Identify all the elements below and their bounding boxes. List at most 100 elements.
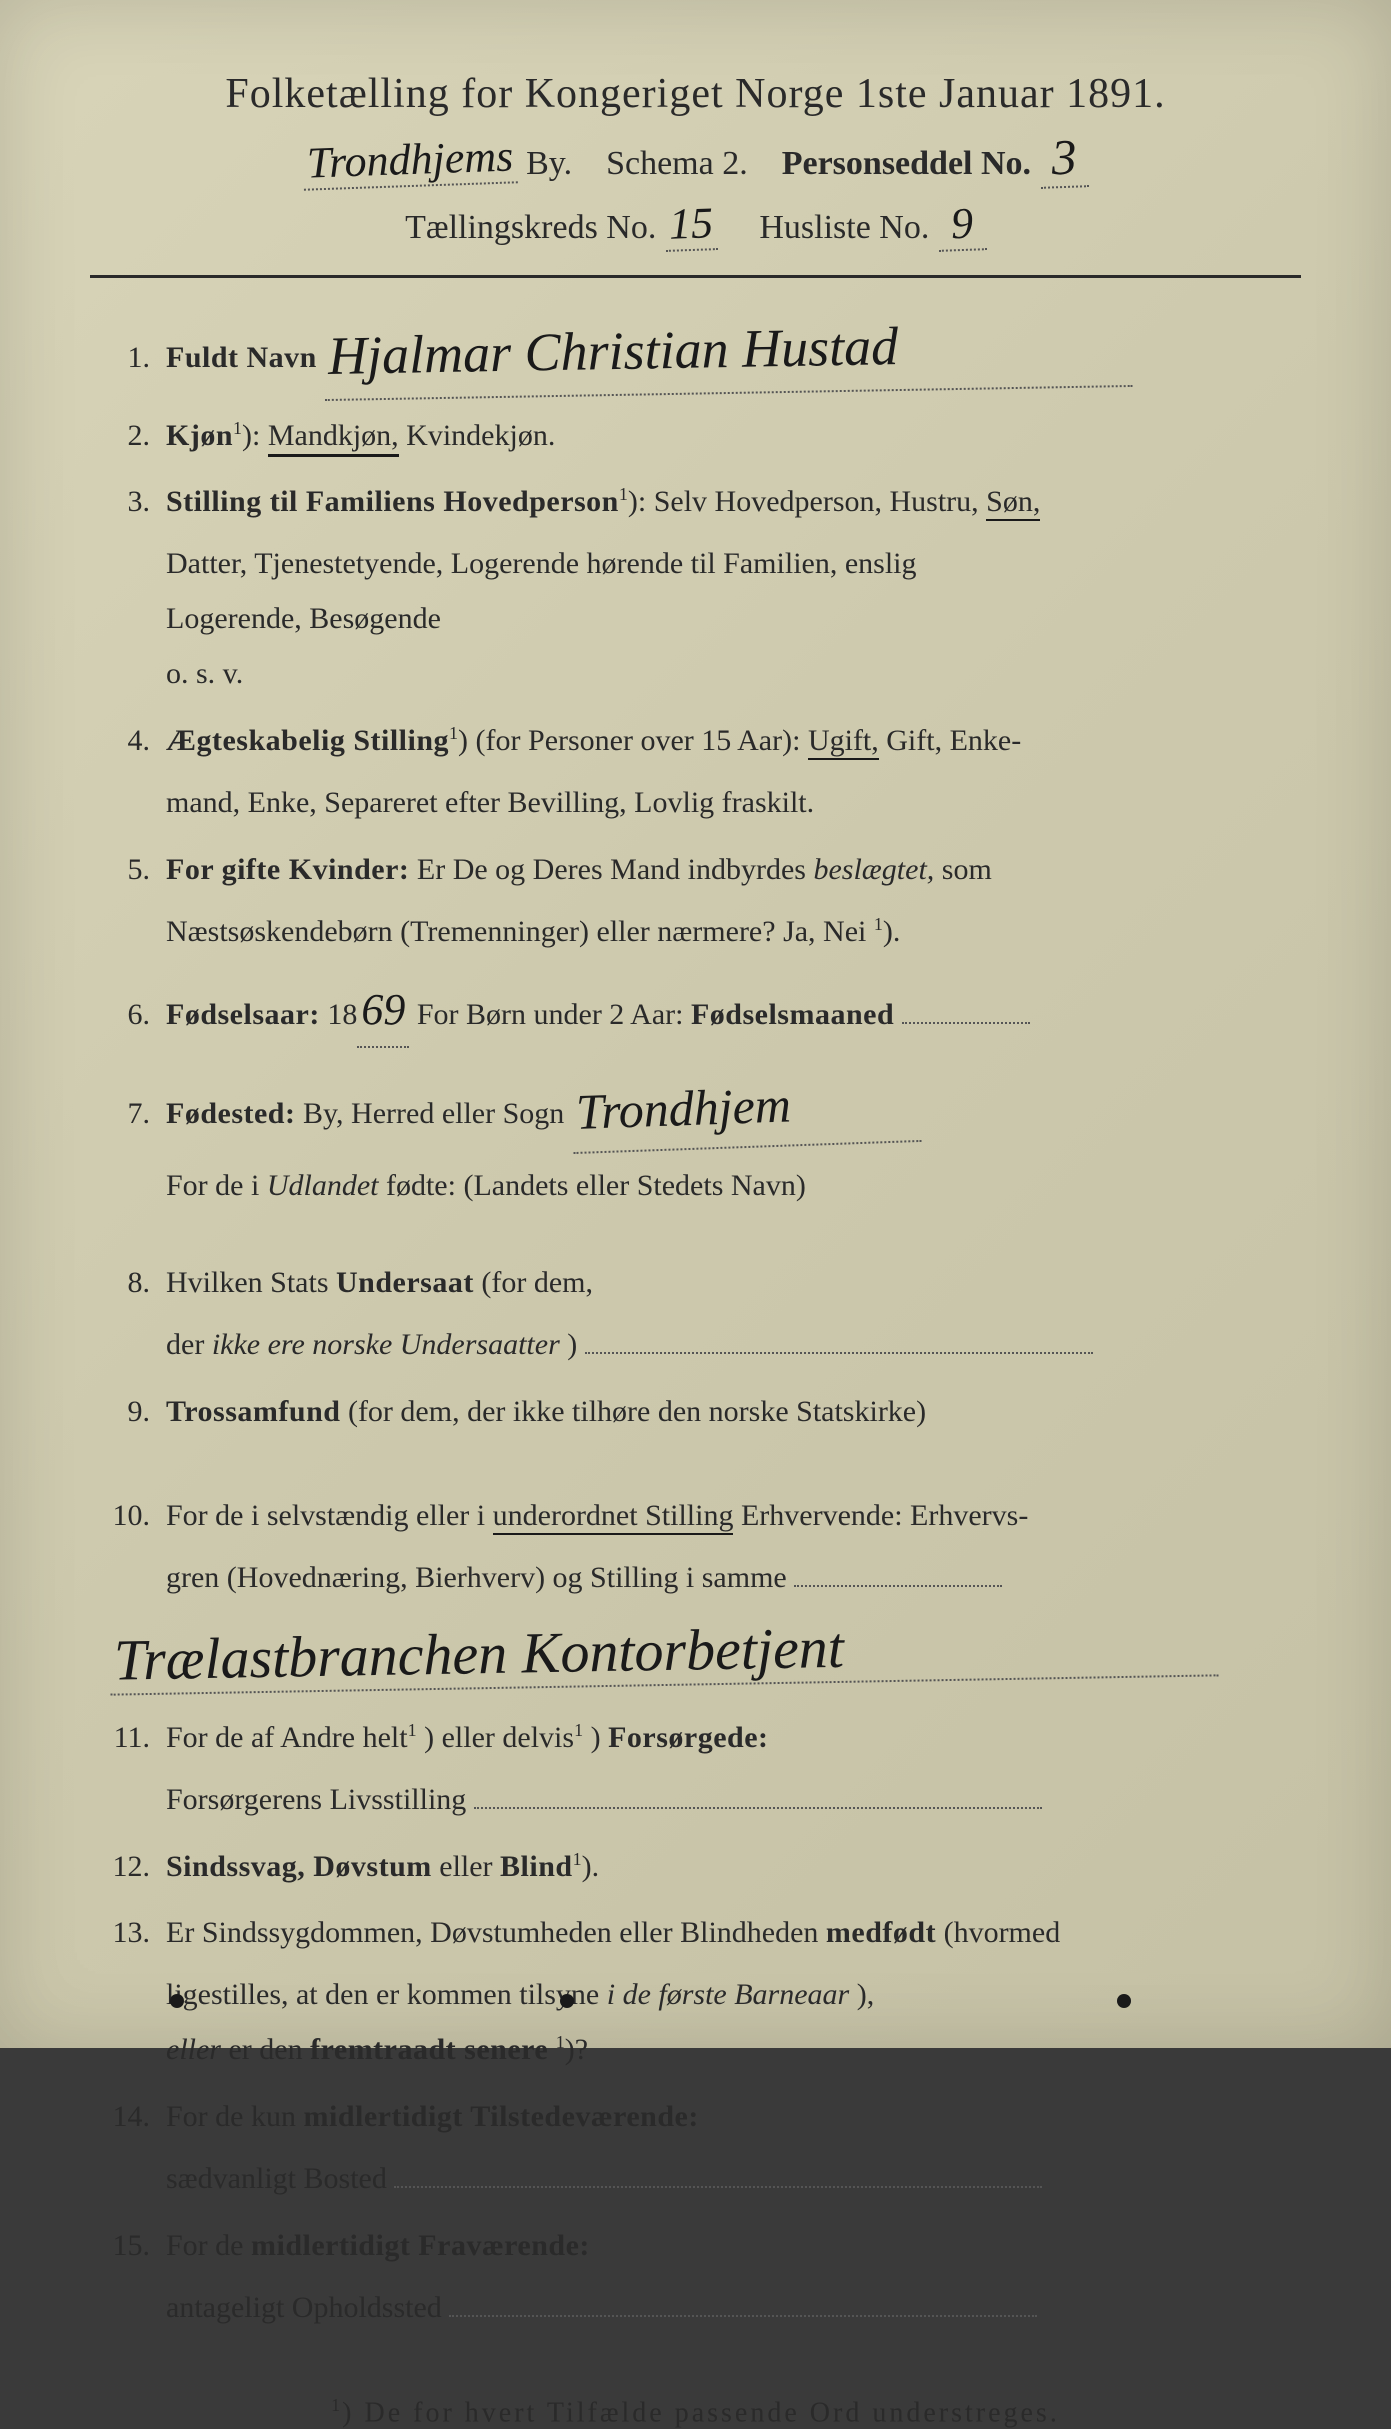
field-8-label: Undersaat [336,1266,474,1299]
field-3-label: Stilling til Familiens Hovedperson [166,485,619,518]
header-rule [90,275,1301,278]
occupation-hw: Trælastbranchen Kontorbetjent [109,1607,1218,1695]
personseddel-label: Personseddel No. [782,145,1031,182]
field-10-text-b: Erhvervende: Erhvervs- [741,1499,1028,1532]
husliste-label: Husliste No. [759,209,929,246]
field-14-bold: midlertidigt Tilstedeværende: [304,2100,699,2133]
field-1-label: Fuldt Navn [166,341,317,374]
field-13-line2: ligestilles, at den er kommen tilsyne i … [166,1969,1301,2020]
field-13-bold-a: medfødt [826,1916,936,1949]
field-15-line2: antageligt Opholdssted [166,2282,1301,2333]
field-5: 5. For gifte Kvinder: Er De og Deres Man… [90,846,1301,894]
punch-hole-right [1117,1994,1131,2008]
form-title: Folketælling for Kongeriget Norge 1ste J… [90,70,1301,118]
birthplace-hw: Trondhjem [570,1060,921,1154]
person-no-hw: 3 [1039,127,1089,189]
field-8-line2: der ikke ere norske Undersaatter ) [166,1319,1301,1370]
field-3-text-a: Selv Hovedperson, Hustru, [654,485,986,518]
field-12-paren: ). [582,1850,600,1883]
field-10-num: 10. [90,1492,166,1540]
field-15: 15. For de midlertidigt Fraværende: [90,2222,1301,2270]
field-12-label-b: Blind [500,1850,573,1883]
kreds-label: Tællingskreds No. [405,209,656,246]
field-14-line2: sædvanligt Bosted [166,2153,1301,2204]
field-11-content: For de af Andre helt1 ) eller delvis1 ) … [166,1714,1301,1762]
field-10-line2-text: gren (Hovednæring, Bierhverv) og Stillin… [166,1561,787,1594]
field-8-line2-i: ikke ere norske Undersaatter [212,1328,560,1361]
field-9: 9. Trossamfund (for dem, der ikke tilhør… [90,1388,1301,1436]
field-7-label: Fødested: [166,1097,295,1130]
field-7: 7. Fødested: By, Herred eller Sogn Trond… [90,1066,1301,1148]
field-4-content: Ægteskabelig Stilling1) (for Personer ov… [166,717,1301,765]
field-10-line2: gren (Hovednæring, Bierhverv) og Stillin… [166,1552,1301,1603]
field-13: 13. Er Sindssygdommen, Døvstumheden elle… [90,1909,1301,1957]
field-13-line3-bold: fremtraadt senere [310,2033,548,2066]
field-3-son: Søn, [986,485,1040,521]
field-11-line2: Forsørgerens Livsstilling [166,1774,1301,1825]
field-11-num: 11. [90,1714,166,1762]
field-3-sup: 1 [619,484,628,504]
kreds-no-hw: 15 [664,197,718,252]
field-9-num: 9. [90,1388,166,1436]
field-3-line3: Logerende, Besøgende [166,593,1301,644]
field-13-content: Er Sindssygdommen, Døvstumheden eller Bl… [166,1909,1301,1957]
field-11: 11. For de af Andre helt1 ) eller delvis… [90,1714,1301,1762]
field-4-text-a: (for Personer over 15 Aar): [476,724,808,757]
field-2-sup: 1 [233,418,242,438]
field-5-line2-text: Næstsøskendebørn (Tremenninger) eller næ… [166,915,874,948]
field-14-blank [394,2186,1042,2188]
field-11-sup2: 1 [574,1720,583,1740]
field-4-line2: mand, Enke, Separeret efter Bevilling, L… [166,777,1301,828]
field-5-content: For gifte Kvinder: Er De og Deres Mand i… [166,846,1301,894]
schema-label: Schema 2. [606,145,748,182]
birth-month-blank [902,1022,1030,1024]
field-1: 1. Fuldt Navn Hjalmar Christian Hustad [90,306,1301,394]
field-12-text-a: eller [439,1850,500,1883]
sex-male-underlined: Mandkjøn, [268,419,399,457]
field-1-num: 1. [90,334,166,382]
field-7-content: Fødested: By, Herred eller Sogn Trondhje… [166,1066,1301,1148]
field-7-line2: For de i Udlandet fødte: (Landets eller … [166,1160,1301,1211]
field-4-label: Ægteskabelig Stilling [166,724,449,757]
field-7-num: 7. [90,1090,166,1138]
field-12-label: Sindssvag, Døvstum [166,1850,432,1883]
full-name-hw: Hjalmar Christian Hustad [324,299,1133,401]
field-5-italic: beslægtet, [813,853,934,886]
field-9-text: (for dem, der ikke tilhøre den norske St… [348,1395,926,1428]
field-13-text-a: Er Sindssygdommen, Døvstumheden eller Bl… [166,1916,826,1949]
field-11-text-b: ) eller delvis [424,1721,574,1754]
field-8-text-a: Hvilken Stats [166,1266,336,1299]
punch-hole-left [170,1994,184,2008]
field-9-label: Trossamfund [166,1395,340,1428]
field-14-text-a: For de kun [166,2100,304,2133]
field-2-label: Kjøn [166,419,233,452]
field-15-content: For de midlertidigt Fraværende: [166,2222,1301,2270]
by-label: By. [526,145,572,182]
field-5-text: Er De og Deres Mand indbyrdes [417,853,814,886]
punch-hole-mid [560,1994,574,2008]
field-11-line2-text: Forsørgerens Livsstilling [166,1783,466,1816]
field-4-ugift: Ugift, [808,724,879,760]
field-13-line3: eller er den fremtraadt senere 1)? [166,2024,1301,2075]
field-15-line2-text: antageligt Opholdssted [166,2291,442,2324]
field-6-num: 6. [90,991,166,1039]
field-6-prefix: 18 [327,998,357,1031]
field-8-line2-b: ) [567,1328,577,1361]
field-15-bold: midlertidigt Fraværende: [251,2229,590,2262]
field-12-num: 12. [90,1843,166,1891]
sex-female: Kvindekjøn. [406,419,555,452]
field-5-label: For gifte Kvinder: [166,853,409,886]
field-8-line2-a: der [166,1328,212,1361]
field-10-text-a: For de i selvstændig eller i [166,1499,493,1532]
field-3-line4: o. s. v. [166,648,1301,699]
field-7-line2-a: For de i [166,1169,267,1202]
field-7-text-a: By, Herred eller Sogn [303,1097,564,1130]
field-13-line2-b: ), [857,1978,875,2011]
footnote: 1) De for hvert Tilfælde passende Ord un… [90,2395,1301,2429]
husliste-no-hw: 9 [937,197,987,252]
field-5-line2: Næstsøskendebørn (Tremenninger) eller næ… [166,906,1301,957]
field-2-content: Kjøn1): Mandkjøn, Kvindekjøn. [166,412,1301,460]
field-2-num: 2. [90,412,166,460]
field-10: 10. For de i selvstændig eller i underor… [90,1492,1301,1540]
field-14-content: For de kun midlertidigt Tilstedeværende: [166,2093,1301,2141]
